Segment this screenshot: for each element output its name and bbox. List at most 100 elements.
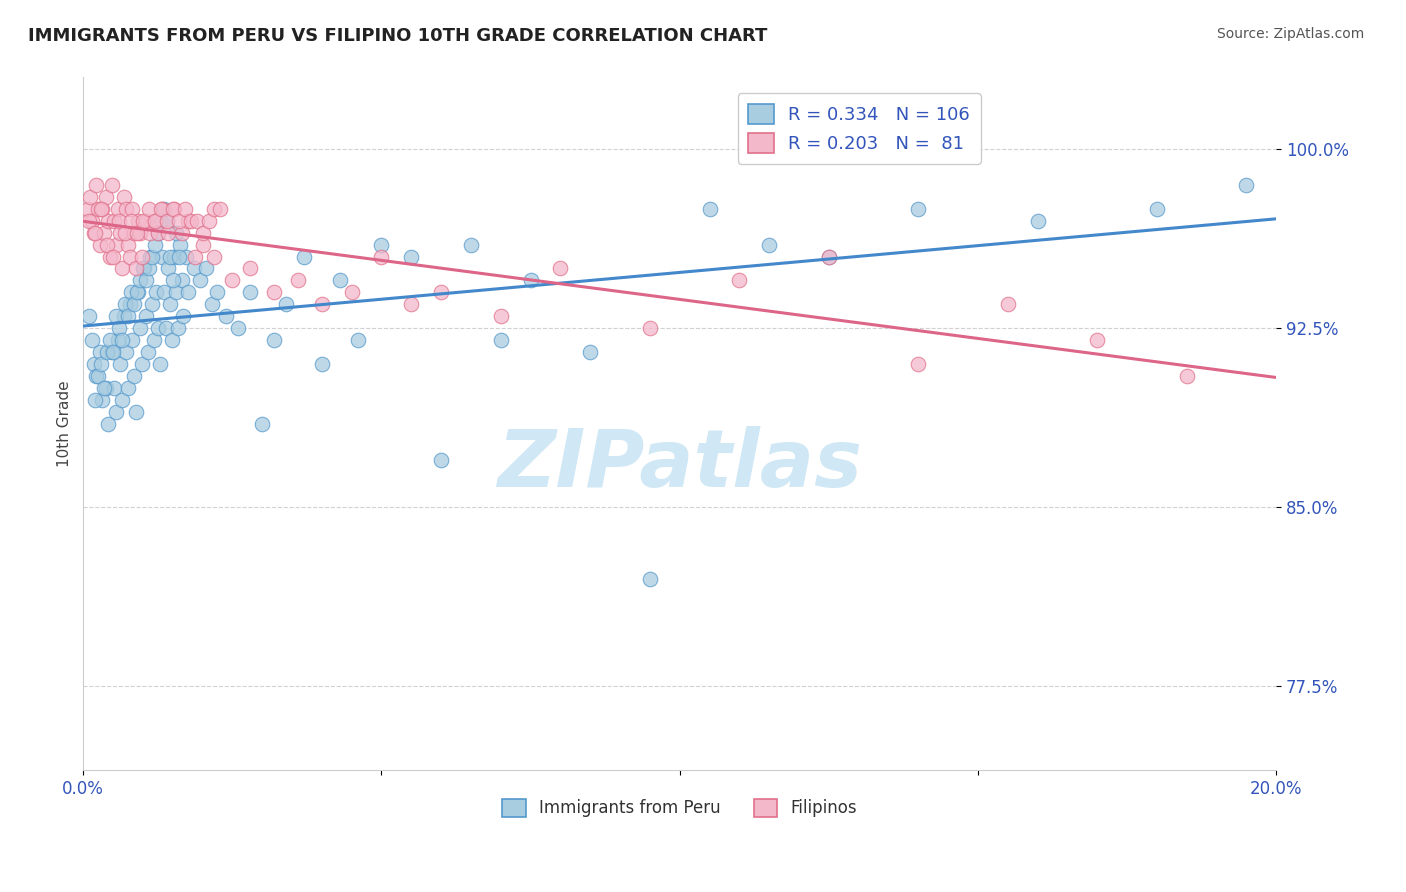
Point bbox=[228, 321, 250, 335]
Point bbox=[107, 333, 129, 347]
Point bbox=[90, 202, 112, 216]
Point bbox=[146, 321, 169, 335]
Point bbox=[122, 226, 145, 240]
Point bbox=[166, 321, 188, 335]
Point bbox=[167, 213, 190, 227]
Point bbox=[143, 237, 166, 252]
Text: Source: ZipAtlas.com: Source: ZipAtlas.com bbox=[1216, 27, 1364, 41]
Point bbox=[94, 381, 117, 395]
Point bbox=[103, 381, 125, 395]
Point bbox=[135, 310, 157, 324]
Point bbox=[200, 297, 222, 311]
Point bbox=[118, 250, 141, 264]
Point bbox=[311, 297, 333, 311]
Point bbox=[125, 226, 148, 240]
Point bbox=[162, 202, 184, 216]
Point bbox=[115, 202, 138, 216]
Point bbox=[110, 226, 132, 240]
Point bbox=[110, 357, 132, 371]
Point bbox=[111, 333, 134, 347]
Point bbox=[134, 261, 156, 276]
Point bbox=[138, 202, 160, 216]
Point bbox=[131, 357, 153, 371]
Point bbox=[121, 202, 143, 216]
Point bbox=[93, 226, 115, 240]
Point bbox=[107, 202, 129, 216]
Point bbox=[155, 321, 177, 335]
Point bbox=[125, 405, 148, 419]
Point bbox=[125, 261, 148, 276]
Point bbox=[1175, 368, 1198, 383]
Point bbox=[204, 202, 226, 216]
Point bbox=[370, 237, 392, 252]
Point bbox=[165, 226, 187, 240]
Point bbox=[114, 297, 136, 311]
Point bbox=[370, 250, 392, 264]
Point bbox=[1234, 178, 1257, 192]
Point bbox=[239, 285, 262, 300]
Point bbox=[111, 261, 134, 276]
Point bbox=[173, 310, 195, 324]
Point bbox=[174, 250, 197, 264]
Point bbox=[287, 273, 309, 287]
Point bbox=[728, 273, 751, 287]
Point bbox=[209, 202, 232, 216]
Point bbox=[638, 321, 661, 335]
Point bbox=[579, 345, 602, 359]
Point bbox=[97, 417, 120, 431]
Point bbox=[139, 250, 162, 264]
Point bbox=[758, 237, 780, 252]
Point bbox=[1026, 213, 1049, 227]
Point bbox=[82, 213, 104, 227]
Point bbox=[101, 250, 124, 264]
Point bbox=[117, 310, 139, 324]
Point bbox=[93, 381, 115, 395]
Point bbox=[176, 285, 198, 300]
Point bbox=[907, 357, 929, 371]
Point bbox=[180, 213, 202, 227]
Point bbox=[215, 310, 238, 324]
Point bbox=[163, 250, 186, 264]
Text: ZIPatlas: ZIPatlas bbox=[498, 426, 862, 504]
Point bbox=[131, 250, 153, 264]
Point bbox=[292, 250, 315, 264]
Point bbox=[153, 202, 176, 216]
Legend: Immigrants from Peru, Filipinos: Immigrants from Peru, Filipinos bbox=[495, 792, 863, 824]
Point bbox=[149, 357, 172, 371]
Point bbox=[105, 237, 128, 252]
Point bbox=[263, 285, 285, 300]
Point bbox=[101, 345, 124, 359]
Point bbox=[129, 321, 152, 335]
Point bbox=[108, 213, 131, 227]
Point bbox=[101, 178, 124, 192]
Point bbox=[122, 297, 145, 311]
Point bbox=[489, 333, 512, 347]
Point bbox=[111, 392, 134, 407]
Point bbox=[194, 261, 217, 276]
Point bbox=[239, 261, 262, 276]
Point bbox=[176, 213, 198, 227]
Point bbox=[115, 345, 138, 359]
Point bbox=[129, 226, 152, 240]
Point bbox=[77, 310, 100, 324]
Point bbox=[117, 237, 139, 252]
Point bbox=[129, 273, 152, 287]
Point bbox=[401, 297, 423, 311]
Point bbox=[82, 333, 104, 347]
Point bbox=[87, 202, 110, 216]
Point bbox=[204, 250, 226, 264]
Point bbox=[173, 202, 195, 216]
Point bbox=[83, 357, 105, 371]
Point bbox=[170, 226, 193, 240]
Point bbox=[550, 261, 572, 276]
Point bbox=[96, 345, 118, 359]
Point bbox=[1085, 333, 1108, 347]
Point bbox=[135, 213, 157, 227]
Point bbox=[153, 285, 176, 300]
Point bbox=[103, 213, 125, 227]
Point bbox=[188, 273, 211, 287]
Point bbox=[150, 250, 173, 264]
Point bbox=[138, 261, 160, 276]
Point bbox=[430, 452, 453, 467]
Point bbox=[638, 572, 661, 586]
